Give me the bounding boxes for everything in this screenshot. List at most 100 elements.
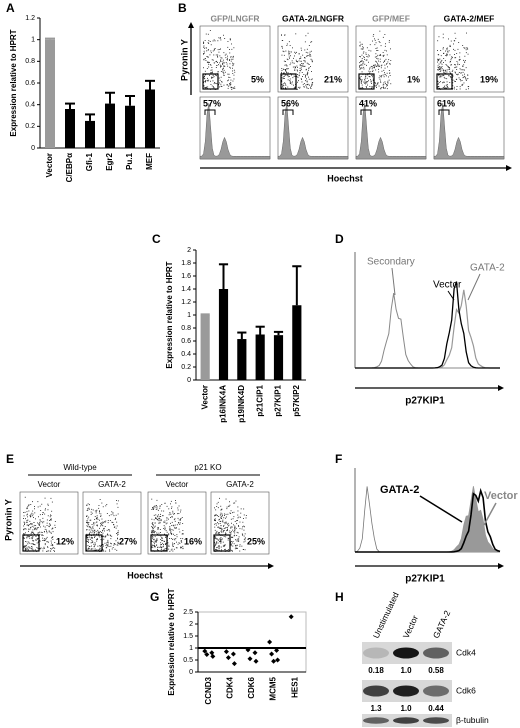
cell-dot bbox=[174, 535, 176, 536]
cell-dot bbox=[459, 56, 461, 58]
cell-dot bbox=[223, 72, 225, 74]
cell-dot bbox=[282, 76, 284, 78]
cell-dot bbox=[239, 544, 241, 546]
cell-dot bbox=[306, 87, 308, 89]
cell-dot bbox=[159, 522, 161, 524]
cell-dot bbox=[167, 542, 169, 544]
cell-dot bbox=[87, 522, 89, 524]
cell-dot bbox=[39, 505, 41, 507]
cell-dot bbox=[30, 523, 32, 525]
cell-dot bbox=[153, 506, 155, 508]
cell-dot bbox=[26, 520, 28, 521]
cell-dot bbox=[210, 44, 212, 46]
cell-dot bbox=[219, 37, 221, 39]
cell-dot bbox=[33, 524, 35, 526]
cell-dot bbox=[27, 548, 29, 550]
cell-dot bbox=[213, 48, 215, 50]
cell-dot bbox=[203, 58, 205, 60]
band bbox=[363, 685, 389, 697]
cell-dot bbox=[24, 546, 26, 548]
cell-dot bbox=[88, 524, 90, 526]
cell-dot bbox=[451, 56, 453, 58]
x-axis-label: Hoechst bbox=[327, 173, 363, 183]
cell-dot bbox=[371, 71, 373, 72]
histogram-curve bbox=[355, 281, 500, 369]
cell-dot bbox=[106, 504, 108, 505]
cell-dot bbox=[112, 547, 114, 548]
cell-dot bbox=[367, 74, 369, 76]
cell-dot bbox=[282, 50, 284, 52]
cell-dot bbox=[389, 63, 391, 65]
cell-dot bbox=[220, 57, 222, 59]
cell-dot bbox=[299, 65, 301, 67]
cell-dot bbox=[117, 532, 119, 533]
cell-dot bbox=[361, 79, 363, 81]
cell-dot bbox=[42, 540, 44, 541]
cell-dot bbox=[159, 505, 161, 507]
gate bbox=[202, 73, 219, 90]
cell-dot bbox=[462, 77, 464, 79]
cell-dot bbox=[370, 66, 372, 68]
cell-dot bbox=[33, 544, 35, 545]
cell-dot bbox=[97, 539, 98, 540]
cell-dot bbox=[442, 81, 444, 83]
cell-dot bbox=[24, 546, 26, 548]
cell-dot bbox=[206, 50, 208, 52]
gate-percent: 12% bbox=[56, 536, 74, 546]
cell-dot bbox=[439, 58, 441, 60]
cell-dot bbox=[455, 81, 456, 82]
cell-dot bbox=[217, 49, 219, 51]
cell-dot bbox=[287, 79, 289, 81]
cell-dot bbox=[94, 510, 96, 512]
cell-dot bbox=[295, 59, 297, 61]
panel-label: D bbox=[335, 232, 344, 246]
cell-dot bbox=[308, 67, 310, 69]
cell-dot bbox=[92, 509, 94, 511]
cell-dot bbox=[217, 40, 219, 42]
cell-dot bbox=[459, 68, 461, 70]
cell-dot bbox=[214, 519, 216, 520]
y-tick-label: 1 bbox=[189, 645, 193, 652]
cell-dot bbox=[50, 532, 52, 534]
cell-dot bbox=[283, 60, 285, 62]
cell-dot bbox=[234, 532, 236, 534]
cell-dot bbox=[171, 507, 172, 509]
cell-dot bbox=[227, 65, 229, 67]
cell-dot bbox=[203, 50, 205, 52]
cell-dot bbox=[154, 540, 156, 542]
cell-dot bbox=[113, 543, 115, 544]
cell-dot bbox=[220, 525, 222, 526]
cell-dot bbox=[437, 50, 438, 51]
cell-dot bbox=[281, 46, 283, 48]
data-point bbox=[271, 658, 277, 664]
cell-dot bbox=[172, 545, 173, 547]
cell-dot bbox=[365, 75, 367, 77]
cell-dot bbox=[456, 61, 458, 62]
cell-dot bbox=[465, 67, 467, 69]
cell-dot bbox=[90, 527, 92, 529]
cell-dot bbox=[227, 525, 229, 527]
cell-dot bbox=[293, 87, 295, 89]
cell-dot bbox=[33, 517, 34, 518]
cell-dot bbox=[218, 527, 220, 529]
cell-dot bbox=[160, 532, 161, 533]
cell-dot bbox=[230, 518, 232, 520]
cell-dot bbox=[86, 504, 87, 506]
cell-dot bbox=[173, 548, 175, 550]
cell-dot bbox=[160, 520, 162, 522]
cell-dot bbox=[218, 526, 220, 528]
cell-dot bbox=[222, 521, 224, 523]
cell-dot bbox=[439, 71, 441, 72]
cell-dot bbox=[94, 542, 96, 544]
cell-dot bbox=[102, 506, 104, 508]
cell-dot bbox=[114, 548, 116, 550]
cell-dot bbox=[227, 549, 229, 550]
cell-dot bbox=[171, 534, 173, 535]
cell-dot bbox=[207, 49, 209, 51]
cell-dot bbox=[86, 529, 87, 531]
cell-dot bbox=[455, 37, 457, 39]
cell-dot bbox=[103, 535, 105, 537]
cell-dot bbox=[28, 546, 30, 548]
cell-dot bbox=[377, 63, 379, 65]
